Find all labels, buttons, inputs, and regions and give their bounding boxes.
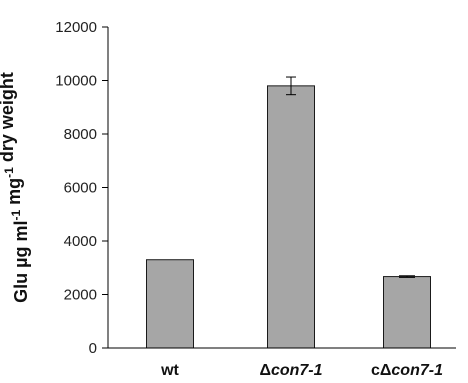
bar [267,85,315,349]
category-labels: wt Δcon7-1 cΔcon7-1 [160,362,443,379]
y-axis-label: Glu µg ml-1 mg-1 dry weight [0,72,31,303]
error-bar [286,76,296,96]
x-tick-label: cΔcon7-1 [371,362,443,379]
y-tick-label: 12000 [55,19,97,36]
y-tick-label: 10000 [55,73,97,90]
bar [383,276,431,349]
y-tick-label: 2000 [64,287,97,304]
error-bars [286,76,415,278]
y-axis: 0 2000 4000 6000 8000 10000 12000 [55,19,109,357]
y-tick-label: 0 [89,340,97,357]
x-tick-label: Δcon7-1 [259,362,322,379]
y-tick-label: 8000 [64,126,97,143]
error-bar [399,275,415,278]
y-tick-label: 6000 [64,180,97,197]
y-tick-label: 4000 [64,233,97,250]
bars [146,85,431,349]
bar [146,259,194,349]
x-tick-label: wt [160,362,179,379]
